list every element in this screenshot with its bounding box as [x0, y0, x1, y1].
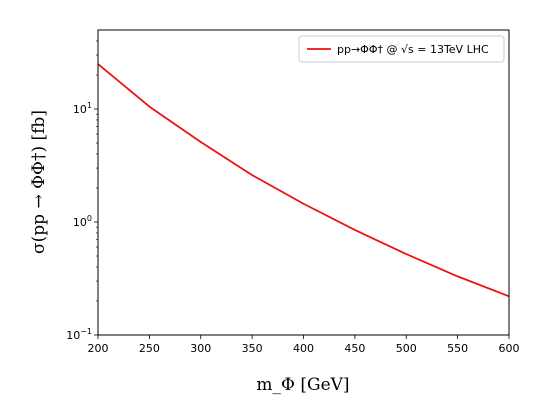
plot-frame — [97, 29, 510, 336]
x-tick-label: 350 — [242, 342, 263, 355]
legend-box — [298, 35, 505, 63]
x-axis-ticks: 200 250 300 350 400 450 500 550 600 — [88, 335, 520, 355]
x-tick-label: 200 — [88, 342, 109, 355]
y-axis-ticks: 10−1 100 101 — [66, 40, 98, 342]
x-axis-label: m_Φ [GeV] — [256, 375, 349, 395]
legend: pp→ΦΦ† @ √s = 13TeV LHC — [298, 35, 505, 63]
y-tick-label: 100 — [73, 214, 92, 229]
x-tick-label: 450 — [344, 342, 365, 355]
y-tick-label: 10−1 — [66, 327, 92, 342]
y-tick-label: 101 — [73, 101, 92, 116]
series-layer — [97, 63, 510, 298]
x-tick-label: 550 — [447, 342, 468, 355]
x-tick-label: 300 — [190, 342, 211, 355]
x-tick-label: 250 — [139, 342, 160, 355]
x-tick-label: 400 — [293, 342, 314, 355]
x-tick-label: 600 — [499, 342, 520, 355]
legend-label: pp→ΦΦ† @ √s = 13TeV LHC — [337, 43, 489, 56]
y-axis-label: σ(pp → ΦΦ†) [fb] — [29, 110, 49, 254]
plot-area — [98, 30, 509, 335]
x-tick-label: 500 — [396, 342, 417, 355]
series-line-0 — [97, 63, 510, 298]
